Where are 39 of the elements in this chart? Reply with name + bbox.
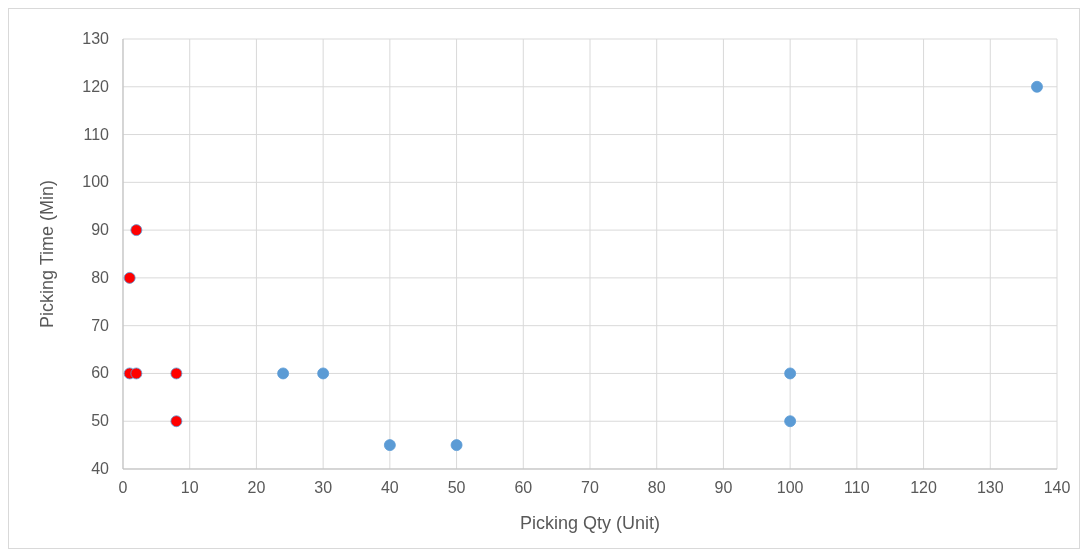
x-tick-label: 20 [247,479,266,496]
y-axis-title: Picking Time (Min) [37,179,57,329]
x-tick-label: 60 [514,479,533,496]
x-tick-label: 70 [581,479,599,496]
x-tick-label: 130 [976,479,1004,496]
point [170,415,183,428]
x-tick-label: 90 [714,479,733,496]
y-tick-label: 70 [91,316,110,334]
y-tick-label: 90 [91,221,110,239]
y-tick-label: 120 [82,77,110,95]
point [784,415,797,428]
x-tick-label: 110 [844,479,870,496]
x-tick-label: 120 [910,479,938,496]
point [277,367,290,380]
x-axis-title: Picking Qty (Unit) [519,513,661,533]
x-tick-label: 30 [314,479,333,496]
x-tick-label: 10 [180,479,199,496]
x-tick-label: 0 [118,479,128,496]
point [130,224,143,237]
x-tick-label: 100 [776,479,804,496]
point [383,439,396,452]
point [170,367,183,380]
point [784,367,797,380]
x-tick-label: 140 [1043,479,1071,496]
y-tick-label: 110 [83,125,110,143]
y-tick-label: 100 [82,173,110,191]
y-tick-label: 80 [91,268,110,286]
point [450,439,463,452]
x-tick-label: 40 [380,479,399,496]
x-tick-label: 80 [647,479,666,496]
point [130,367,143,380]
x-tick-label: 50 [447,479,466,496]
y-tick-label: 130 [82,30,110,47]
y-tick-label: 50 [91,412,110,430]
y-tick-label: 40 [91,460,110,477]
y-tick-label: 60 [91,364,110,382]
point [123,271,136,284]
point [317,367,330,380]
point [1031,80,1043,93]
